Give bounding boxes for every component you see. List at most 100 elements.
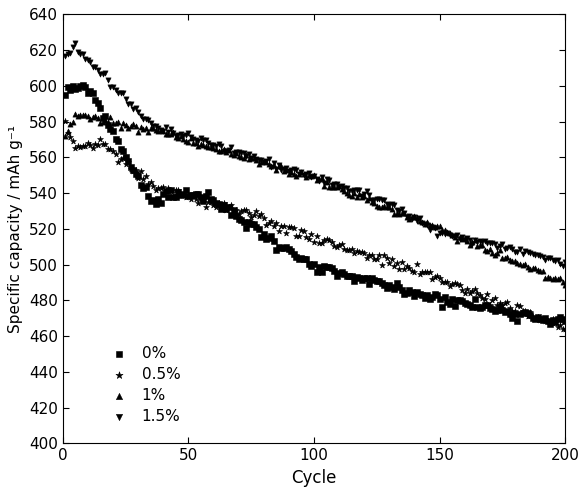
1% xyxy=(113,118,123,126)
0.5% xyxy=(123,158,133,166)
0.5% xyxy=(325,236,334,244)
0% xyxy=(457,297,467,305)
1% xyxy=(73,112,82,120)
1% xyxy=(169,128,178,136)
1.5% xyxy=(76,50,85,58)
1.5% xyxy=(538,253,547,261)
1% xyxy=(244,154,253,162)
0.5% xyxy=(546,319,555,327)
0.5% xyxy=(264,219,273,227)
0.5% xyxy=(111,150,120,158)
0.5% xyxy=(342,246,352,254)
1.5% xyxy=(405,212,414,220)
1.5% xyxy=(387,200,396,208)
1.5% xyxy=(513,248,522,255)
1% xyxy=(204,143,213,151)
1.5% xyxy=(276,166,286,174)
1% xyxy=(111,119,120,127)
0.5% xyxy=(272,219,281,227)
1.5% xyxy=(138,115,148,123)
1.5% xyxy=(113,89,123,97)
1.5% xyxy=(307,173,316,181)
0.5% xyxy=(246,213,256,221)
0.5% xyxy=(407,267,417,275)
1.5% xyxy=(166,125,175,133)
1% xyxy=(425,221,435,229)
0.5% xyxy=(550,319,560,327)
0% xyxy=(430,290,439,298)
1.5% xyxy=(256,156,266,164)
1.5% xyxy=(487,239,497,247)
1.5% xyxy=(226,144,236,151)
1.5% xyxy=(191,136,201,144)
1.5% xyxy=(528,249,537,257)
0.5% xyxy=(204,198,213,206)
1.5% xyxy=(385,201,394,209)
1.5% xyxy=(460,236,469,244)
0.5% xyxy=(415,270,424,278)
0.5% xyxy=(128,167,138,175)
0% xyxy=(131,170,141,178)
1% xyxy=(402,213,412,221)
0.5% xyxy=(113,158,123,166)
0% xyxy=(302,255,311,263)
0.5% xyxy=(556,321,565,329)
0.5% xyxy=(289,224,299,232)
0.5% xyxy=(540,317,550,325)
0% xyxy=(525,311,534,319)
1.5% xyxy=(349,186,359,194)
1% xyxy=(246,154,256,162)
0.5% xyxy=(420,268,429,276)
0.5% xyxy=(183,192,193,199)
0.5% xyxy=(211,202,220,210)
1% xyxy=(149,125,158,133)
0.5% xyxy=(560,325,570,333)
1% xyxy=(214,147,223,154)
0.5% xyxy=(209,200,218,208)
0% xyxy=(485,304,495,312)
0% xyxy=(495,303,505,311)
0% xyxy=(442,298,452,306)
0% xyxy=(304,260,313,268)
0% xyxy=(536,315,545,323)
0.5% xyxy=(508,306,517,314)
1% xyxy=(430,223,439,231)
1.5% xyxy=(390,201,399,209)
1.5% xyxy=(61,51,70,59)
1% xyxy=(315,175,324,183)
1% xyxy=(274,162,283,170)
0.5% xyxy=(543,317,552,325)
0.5% xyxy=(345,247,354,254)
0.5% xyxy=(118,154,128,162)
0% xyxy=(523,309,532,317)
0.5% xyxy=(370,255,379,263)
0.5% xyxy=(349,249,359,257)
0.5% xyxy=(505,304,514,312)
1.5% xyxy=(121,95,131,103)
1% xyxy=(465,241,475,249)
0.5% xyxy=(161,187,171,195)
1.5% xyxy=(417,219,427,227)
1.5% xyxy=(186,133,196,141)
0% xyxy=(232,212,241,220)
1% xyxy=(342,189,352,197)
0.5% xyxy=(73,142,82,150)
1% xyxy=(467,238,477,246)
1.5% xyxy=(359,190,369,198)
0.5% xyxy=(169,193,178,200)
1.5% xyxy=(335,183,344,191)
0% xyxy=(380,281,389,289)
0% xyxy=(204,188,213,196)
0.5% xyxy=(315,239,324,247)
0.5% xyxy=(214,199,223,207)
1% xyxy=(176,132,186,140)
0% xyxy=(319,262,329,270)
1% xyxy=(66,120,75,128)
1% xyxy=(216,148,226,155)
1.5% xyxy=(98,70,108,78)
0% xyxy=(317,268,326,276)
0% xyxy=(405,286,414,294)
0% xyxy=(171,193,181,200)
1% xyxy=(377,203,386,211)
1.5% xyxy=(272,165,281,173)
